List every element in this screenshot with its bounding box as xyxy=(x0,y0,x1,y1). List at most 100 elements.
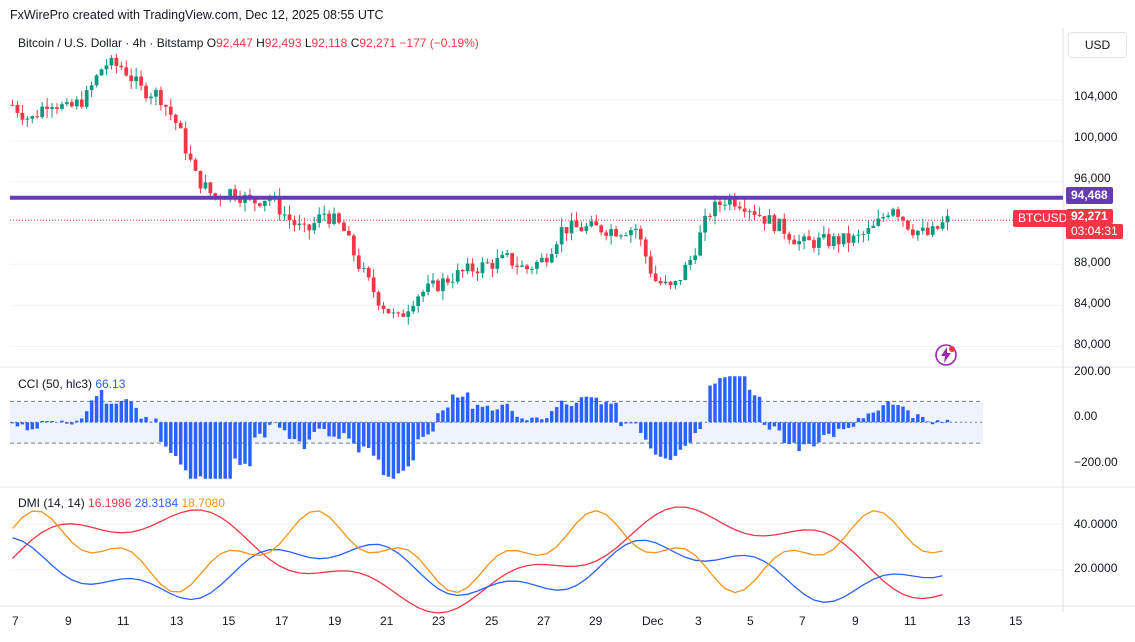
candle-body xyxy=(470,263,475,272)
dmi-adx-value: 18.7080 xyxy=(181,496,225,510)
candle-body xyxy=(144,85,148,99)
candle-body xyxy=(935,226,940,229)
cci-histogram-bar xyxy=(876,410,880,423)
dmi-legend[interactable]: DMI (14, 14) 16.1986 28.3184 18.7080 xyxy=(18,496,225,510)
cci-histogram-bar xyxy=(248,422,252,467)
candle-body xyxy=(436,280,440,292)
cci-histogram-bar xyxy=(188,422,193,479)
cci-histogram-bar xyxy=(891,404,895,423)
cci-histogram-bar xyxy=(683,422,688,446)
candle-body xyxy=(856,234,861,236)
cci-histogram-bar xyxy=(851,422,856,427)
candle-body xyxy=(213,193,218,198)
candle-body xyxy=(381,305,386,309)
candle-body xyxy=(257,203,262,206)
cci-histogram-bar xyxy=(614,402,618,423)
candle-body xyxy=(915,230,920,236)
candle-body xyxy=(901,216,905,221)
cci-histogram-bar xyxy=(841,422,846,430)
cci-histogram-bar xyxy=(901,406,905,423)
cci-histogram-bar xyxy=(470,408,475,423)
candle-body xyxy=(129,75,134,82)
cci-histogram-bar xyxy=(698,422,702,429)
candle-body xyxy=(203,182,208,189)
candle-body xyxy=(520,265,524,267)
cci-name: CCI (50, hlc3) xyxy=(18,377,93,391)
cci-histogram-bar xyxy=(94,396,99,423)
candle-body xyxy=(638,228,643,240)
cci-histogram-bar xyxy=(594,397,598,423)
cci-histogram-bar xyxy=(480,406,485,423)
cci-histogram-bar xyxy=(376,422,381,460)
cci-histogram-bar xyxy=(421,422,425,437)
cci-histogram-bar xyxy=(639,422,643,433)
cci-histogram-bar xyxy=(169,422,173,453)
cci-histogram-bar xyxy=(678,422,683,450)
candle-body xyxy=(455,269,460,282)
cci-histogram-bar xyxy=(718,378,722,423)
cci-histogram-bar xyxy=(431,422,435,432)
candle-body xyxy=(653,273,658,282)
candle-body xyxy=(574,220,579,228)
symbol-title[interactable]: Bitcoin / U.S. Dollar · 4h · Bitstamp xyxy=(18,36,204,50)
price-axis-label: 100,000 xyxy=(1074,130,1118,144)
candle-body xyxy=(277,196,282,215)
cci-histogram-bar xyxy=(263,422,267,438)
cci-histogram-bar xyxy=(396,422,401,474)
cci-legend[interactable]: CCI (50, hlc3) 66.13 xyxy=(18,377,125,391)
candle-body xyxy=(535,262,539,269)
candle-body xyxy=(559,227,564,245)
candle-body xyxy=(332,213,336,224)
candle-body xyxy=(441,278,445,292)
candle-body xyxy=(792,239,797,245)
candle-body xyxy=(930,226,935,235)
cci-histogram-bar xyxy=(460,396,465,423)
cci-histogram-bar xyxy=(792,422,796,443)
cci-histogram-bar xyxy=(599,404,603,423)
price-axis-label: 104,000 xyxy=(1074,89,1118,103)
time-axis-label: 3 xyxy=(695,614,702,628)
cci-histogram-bar xyxy=(164,422,168,447)
cci-histogram-bar xyxy=(104,403,109,423)
cci-histogram-bar xyxy=(149,421,153,423)
cci-histogram-bar xyxy=(446,407,450,423)
candle-body xyxy=(15,104,20,113)
cci-histogram-bar xyxy=(906,410,910,423)
cci-histogram-bar xyxy=(550,411,554,423)
candle-body xyxy=(831,236,836,247)
cci-histogram-bar xyxy=(238,422,242,465)
cci-histogram-bar xyxy=(723,377,727,423)
cci-histogram-bar xyxy=(114,403,119,423)
time-axis-label: 25 xyxy=(485,614,499,628)
watermark-header: FxWirePro created with TradingView.com, … xyxy=(10,8,384,22)
candle-body xyxy=(342,222,346,232)
cci-histogram-bar xyxy=(144,416,148,423)
candle-body xyxy=(416,296,421,306)
candle-body xyxy=(356,255,361,269)
candle-body xyxy=(544,257,549,263)
cci-histogram-bar xyxy=(634,422,638,424)
dmi-axis-label: 20.0000 xyxy=(1074,561,1118,575)
cci-histogram-bar xyxy=(921,417,925,423)
cci-histogram-bar xyxy=(386,422,391,477)
price-legend: Bitcoin / U.S. Dollar · 4h · Bitstamp O9… xyxy=(18,36,479,50)
candle-body xyxy=(139,76,143,86)
cci-histogram-bar xyxy=(15,422,20,427)
candle-body xyxy=(371,277,376,293)
candle-body xyxy=(391,312,396,314)
lightning-icon[interactable] xyxy=(934,343,958,367)
candle-body xyxy=(703,215,707,233)
candle-body xyxy=(366,267,371,278)
price-axis-label: 84,000 xyxy=(1074,296,1111,310)
candle-body xyxy=(718,201,722,206)
dmi-plus-di-line xyxy=(12,506,943,614)
open-value: 92,447 xyxy=(216,36,253,50)
candle-body xyxy=(65,102,69,105)
cci-histogram-bar xyxy=(89,400,94,423)
candle-body xyxy=(228,189,233,199)
currency-button[interactable]: USD xyxy=(1068,32,1127,58)
cci-histogram-bar xyxy=(540,419,544,423)
candle-body xyxy=(475,271,480,274)
cci-histogram-bar xyxy=(268,422,272,425)
